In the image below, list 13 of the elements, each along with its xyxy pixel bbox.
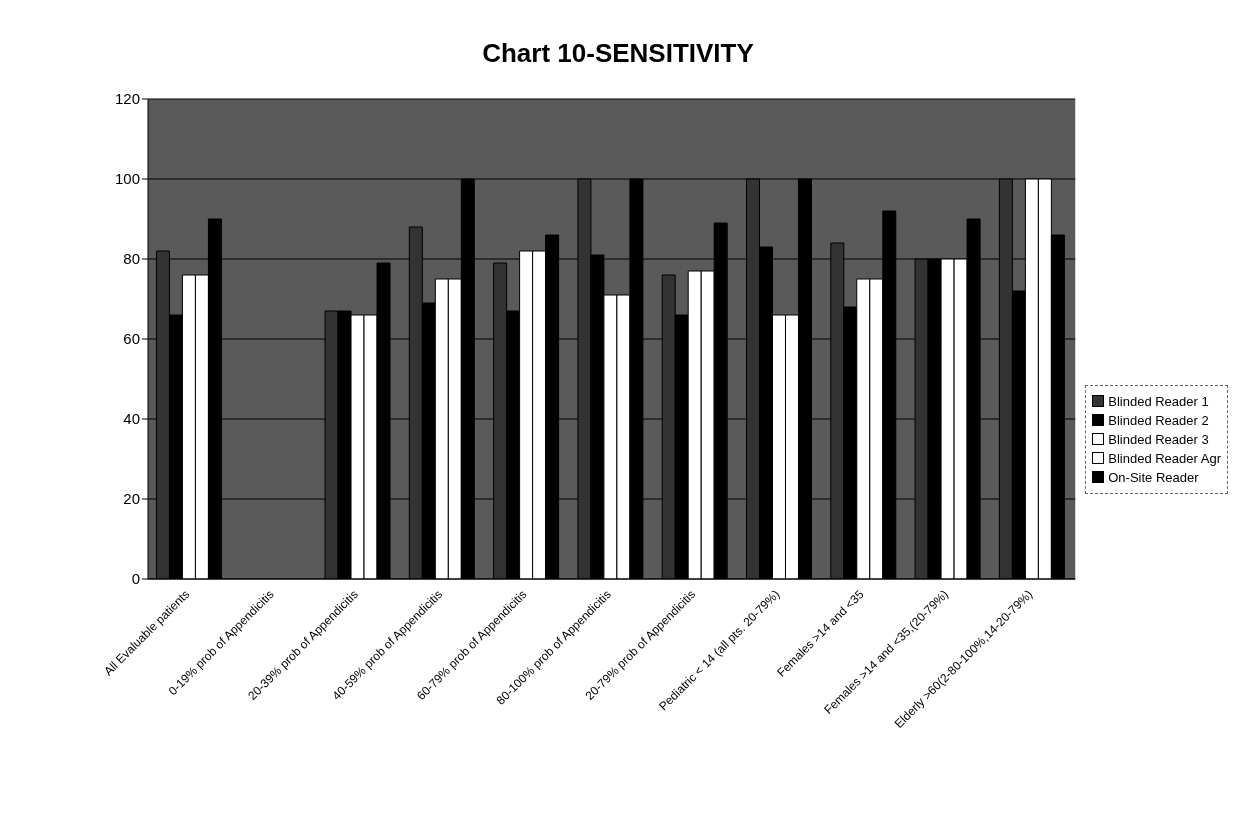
legend-label: Blinded Reader 1 [1108,393,1209,409]
y-tick-label: 120 [114,90,140,108]
y-tick-label: 40 [123,410,140,428]
legend-label: On-Site Reader [1108,469,1199,485]
legend-label: Blinded Reader Agr [1108,450,1221,466]
legend-label: Blinded Reader 2 [1108,412,1209,428]
chart-title: Chart 10-SENSITIVITY [481,38,755,69]
y-tick-label: 0 [131,570,140,588]
y-tick-label: 80 [123,250,140,268]
legend-label: Blinded Reader 3 [1108,431,1209,447]
y-tick-label: 60 [123,330,140,348]
y-tick-label: 100 [114,170,140,188]
y-tick-label: 20 [123,490,140,508]
